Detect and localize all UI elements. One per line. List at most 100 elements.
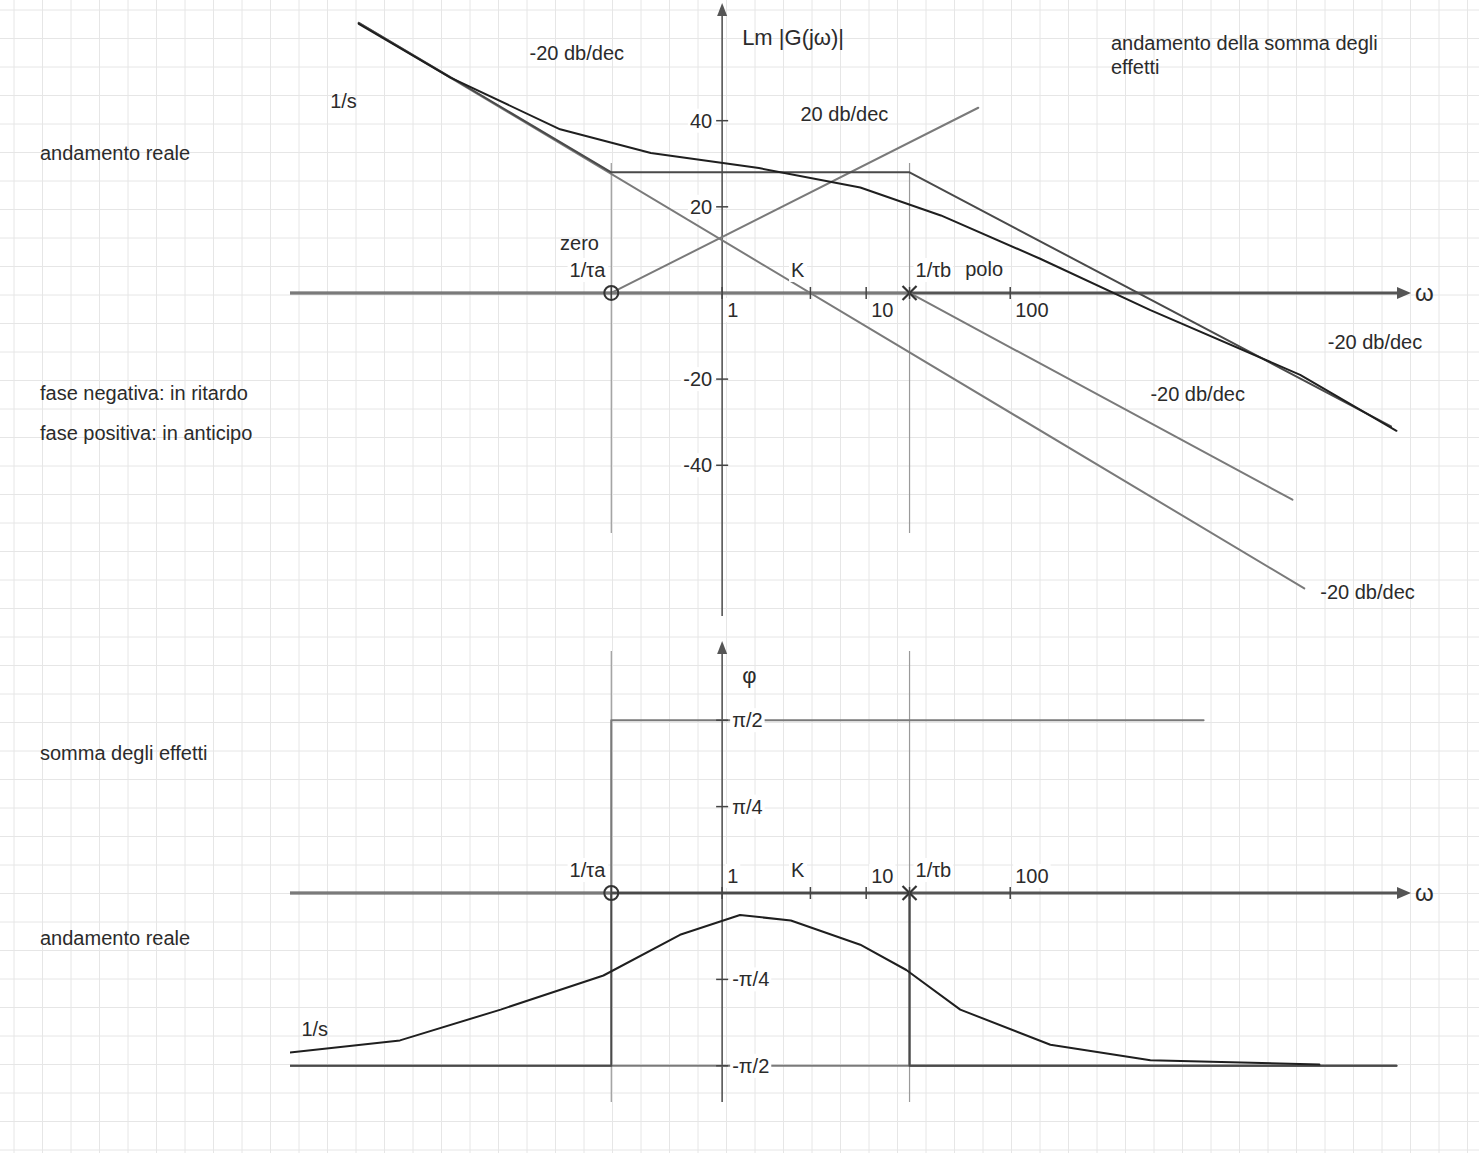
paper-line [0,380,1479,381]
paper-line [356,0,357,1153]
paper-line [14,0,15,1153]
y-tick [716,1065,728,1067]
paper-line [1154,0,1155,1153]
paper-line [0,124,1479,125]
paper-line [0,323,1479,324]
paper-line [1268,0,1269,1153]
label-patch [1013,298,1050,322]
paper-line [99,0,100,1153]
x-tick [721,887,723,899]
y-axis [721,651,723,1102]
label-patch [730,967,771,991]
paper-line [0,10,1479,11]
paper-line [42,0,43,1153]
x-tick-label: 10 [871,865,893,887]
paper-line [0,1093,1479,1094]
paper-line [1211,0,1212,1153]
paper-line [0,95,1479,96]
text-line: effetti [1111,56,1160,78]
paper-line [1410,0,1411,1153]
x-tick [1009,887,1011,899]
label-patch [688,109,714,133]
x-tick-label: 1/τa [570,259,607,281]
paper-line [71,0,72,1153]
label-patch [688,195,714,219]
paper-line [1439,0,1440,1153]
x-tick-label: 1 [727,865,738,887]
y-tick [716,465,728,467]
annotation: -20 db/dec [1150,383,1245,405]
label-patch [730,1054,771,1078]
annotation: andamento della somma deglieffetti [1111,32,1378,78]
chart-panel: 1/τa1K101/τb100π/2π/4-π/4-π/2φω1/ssomma … [40,641,1434,1102]
x-tick [810,887,812,899]
paper-line [0,409,1479,410]
paper-line [926,0,927,1153]
paper-line [1296,0,1297,1153]
paper-line [1382,0,1383,1153]
paper-line [1068,0,1069,1153]
paper-line [185,0,186,1153]
plot-area [290,720,1396,1066]
label-patch [789,258,807,282]
paper-line [299,0,300,1153]
series-line [290,893,1396,1066]
paper-line [0,466,1479,467]
paper-line [384,0,385,1153]
y-axis-title: φ [742,663,756,688]
label-patch [725,864,740,888]
series-line [290,893,1396,1066]
paper-line [0,295,1479,296]
series-line [290,915,1319,1065]
side-note: andamento reale [40,927,190,949]
paper-line [0,922,1479,923]
paper-line [0,1007,1479,1008]
paper-line [0,836,1479,837]
label-patch [725,298,740,322]
label-patch [914,858,954,882]
y-tick [716,719,728,721]
zero-guide [611,163,612,533]
x-tick [721,287,723,299]
y-axis [721,13,723,616]
paper-line [0,209,1479,210]
paper-line [0,352,1479,353]
paper-line [156,0,157,1153]
series-line [359,23,1391,427]
paper-line [242,0,243,1153]
series-line [290,108,978,293]
paper-line [1097,0,1098,1153]
x-tick-label: 1 [727,299,738,321]
paper-line [0,238,1479,239]
paper-line [983,0,984,1153]
x-tick [611,287,613,299]
paper-line [1125,0,1126,1153]
series-line [359,24,1397,431]
label-patch [568,858,609,882]
paper-line [1239,0,1240,1153]
x-tick-label: K [791,859,805,881]
x-tick [909,887,911,899]
x-tick [611,887,613,899]
paper-line [1353,0,1354,1153]
label-patch [789,858,807,882]
x-axis-title: ω [1415,879,1434,906]
pole-guide [909,163,910,533]
paper-line [213,0,214,1153]
paper-line [1040,0,1041,1153]
paper-line [527,0,528,1153]
pole-stroke [903,286,917,300]
y-tick [716,206,728,208]
paper-line [1182,0,1183,1153]
series-line [290,293,1292,500]
x-tick-label: 1/τa [570,859,607,881]
paper-line [555,0,556,1153]
pole-stroke [903,886,917,900]
paper-line [1011,0,1012,1153]
y-tick-label: 40 [690,110,712,132]
paper-line [584,0,585,1153]
y-tick-label: π/2 [732,709,762,731]
paper-line [0,152,1479,153]
y-axis-title: Lm |G(jω)| [742,25,844,50]
x-tick-label: 1/τb [916,259,952,281]
